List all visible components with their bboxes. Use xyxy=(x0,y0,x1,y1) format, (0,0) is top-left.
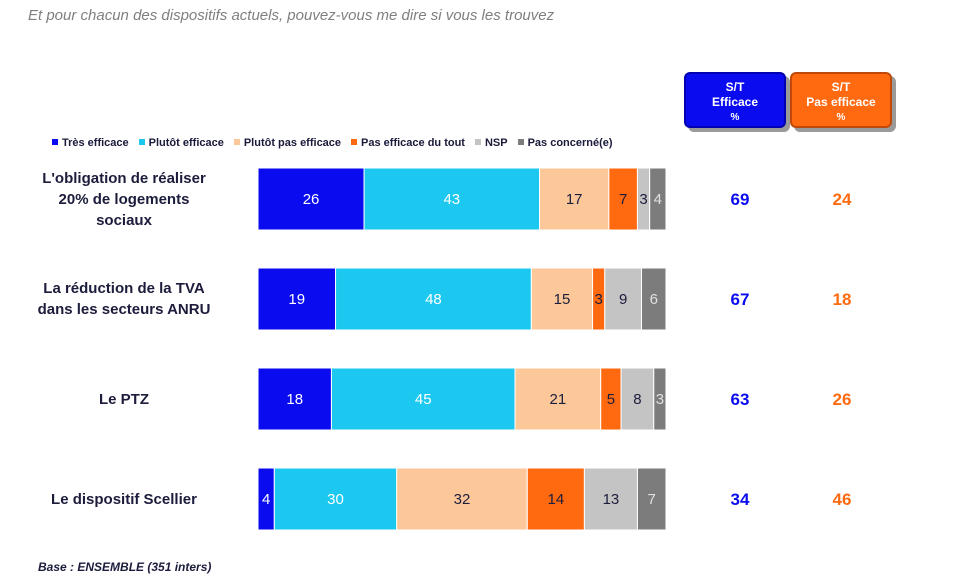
total-efficace: 69 xyxy=(731,190,750,209)
bar-value-label: 3 xyxy=(656,391,664,408)
category-label: La réduction de la TVA dans les secteurs … xyxy=(4,278,244,320)
st-pas-efficace-line2: Pas efficace xyxy=(806,95,876,109)
category-label-line: L'obligation de réaliser xyxy=(42,169,206,187)
bar-value-label: 45 xyxy=(415,391,432,408)
legend-swatch xyxy=(52,139,58,145)
category-label: Le dispositif Scellier xyxy=(4,489,244,510)
total-efficace: 67 xyxy=(731,290,750,309)
total-pas-efficace: 26 xyxy=(833,390,852,409)
total-pas-efficace: 46 xyxy=(833,490,852,509)
bar-value-label: 48 xyxy=(425,291,442,308)
category-label-line: dans les secteurs ANRU xyxy=(37,301,211,318)
bar-value-label: 43 xyxy=(443,191,460,208)
total-efficace: 63 xyxy=(731,390,750,409)
bar-segment xyxy=(330,367,516,431)
legend-item: NSP xyxy=(474,137,508,149)
legend: Très efficace Plutôt efficace Plutôt pas e… xyxy=(52,137,623,149)
bar-value-label: 4 xyxy=(262,491,270,508)
bar-segment xyxy=(636,467,667,531)
bar-value-label: 9 xyxy=(619,291,627,308)
bar-value-label: 4 xyxy=(654,191,662,208)
legend-swatch xyxy=(351,139,358,145)
bar-value-label: 26 xyxy=(303,191,320,208)
legend-label: Plutôt efficace xyxy=(148,137,224,149)
bar-value-label: 21 xyxy=(550,391,567,408)
bar-value-label: 18 xyxy=(286,391,303,408)
bar-value-label: 6 xyxy=(650,291,658,308)
legend-swatch xyxy=(233,139,240,145)
category-label: Le PTZ xyxy=(4,389,244,410)
legend-label: Pas efficace du tout xyxy=(361,137,465,149)
category-label-line: sociaux xyxy=(96,211,152,229)
bar-value-label: 3 xyxy=(595,291,603,308)
bar-segment xyxy=(641,267,667,331)
bar-segment xyxy=(526,467,585,531)
legend-swatch xyxy=(474,139,481,145)
bar-segment xyxy=(514,367,602,431)
bar-value-label: 19 xyxy=(288,291,305,308)
legend-item: Pas efficace du tout xyxy=(351,137,465,149)
legend-label: Plutôt pas efficace xyxy=(243,137,342,149)
total-pas-efficace: 24 xyxy=(833,190,852,209)
bar-value-label: 32 xyxy=(454,491,471,508)
st-pas-efficace-line3: % xyxy=(836,112,846,123)
legend-item: Pas concerné(e) xyxy=(517,137,613,149)
legend-label: NSP xyxy=(484,137,508,149)
st-efficace-line2: Efficace xyxy=(711,95,759,109)
legend-label: Très efficace xyxy=(62,137,129,149)
legend-swatch xyxy=(517,139,524,145)
total-efficace: 34 xyxy=(731,490,750,509)
chart-title: Et pour chacun des dispositifs actuels, … xyxy=(28,7,555,24)
bar-segment xyxy=(653,367,667,431)
bar-value-label: 30 xyxy=(327,491,344,508)
bar-segment xyxy=(539,167,610,231)
total-pas-efficace: 18 xyxy=(833,290,852,309)
bar-value-label: 13 xyxy=(603,491,620,508)
bar-segment xyxy=(649,167,667,231)
legend-item: Très efficace xyxy=(52,137,129,149)
bar-segment xyxy=(363,167,541,231)
legend-swatch xyxy=(138,139,145,145)
bar-value-label: 8 xyxy=(633,391,641,408)
legend-item: Plutôt pas efficace xyxy=(233,137,342,149)
category-label-line: Le PTZ xyxy=(98,390,149,408)
bar-value-label: 15 xyxy=(554,291,571,308)
bar-value-label: 3 xyxy=(639,191,647,208)
st-efficace-header: S/T Efficace % xyxy=(684,72,786,128)
bar-value-label: 17 xyxy=(566,191,583,208)
category-label-line: La réduction de la TVA xyxy=(43,280,205,297)
bar-segment xyxy=(608,167,638,231)
category-label-line: 20% de logements xyxy=(58,190,190,208)
bar-segment xyxy=(335,267,532,331)
st-efficace-line3: % xyxy=(730,112,740,123)
bar-segment xyxy=(583,467,638,531)
category-label-line: Le dispositif Scellier xyxy=(51,490,197,508)
footer-base: Base : ENSEMBLE (351 inters) xyxy=(38,560,212,574)
bar-value-label: 14 xyxy=(547,491,564,508)
st-efficace-line1: S/T xyxy=(725,80,745,94)
bar-segment xyxy=(257,367,332,431)
legend-label: Pas concerné(e) xyxy=(527,137,613,149)
legend-item: Plutôt efficace xyxy=(138,137,224,149)
category-label: L'obligation de réaliser 20% de logements… xyxy=(4,168,244,231)
st-pas-efficace-line1: S/T xyxy=(831,80,851,94)
bar-value-label: 7 xyxy=(648,491,656,508)
bar-value-label: 7 xyxy=(619,191,627,208)
bar-value-label: 5 xyxy=(607,391,615,408)
st-pas-efficace-header: S/T Pas efficace % xyxy=(790,72,892,128)
